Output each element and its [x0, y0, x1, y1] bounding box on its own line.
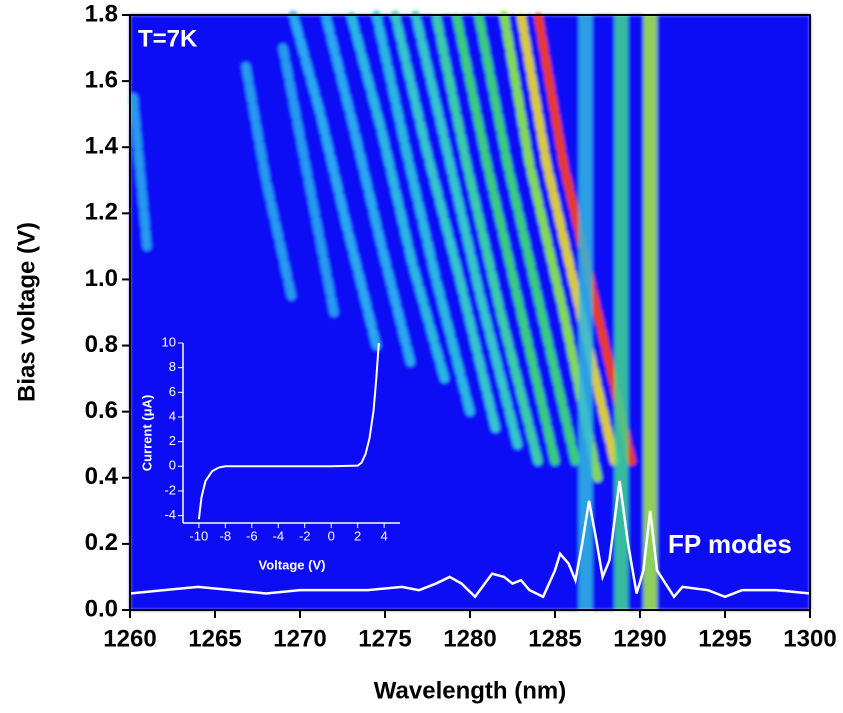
y-axis-title: Bias voltage (V): [13, 222, 40, 402]
y-tick-label: 1.8: [85, 0, 118, 27]
emission-streak: [288, 10, 381, 351]
y-tick-label: 0.0: [85, 595, 118, 622]
x-axis-title: Wavelength (nm): [374, 677, 566, 704]
y-tick-label: 1.0: [85, 265, 118, 292]
inset-x-tick-label: 2: [354, 528, 361, 543]
x-tick-label: 1295: [698, 625, 751, 652]
temperature-label: T=7K: [138, 25, 198, 52]
emission-streak: [390, 10, 500, 433]
inset-x-tick-label: -6: [246, 528, 258, 543]
inset-x-tick-label: -4: [272, 528, 284, 543]
emission-streak: [241, 60, 296, 301]
x-tick-label: 1265: [188, 625, 241, 652]
emission-streak: [411, 10, 523, 450]
emission-streak: [516, 10, 619, 466]
inset-x-title: Voltage (V): [259, 557, 326, 572]
inset-y-tick-label: 8: [169, 359, 176, 374]
inset-y-tick-label: 6: [169, 384, 176, 399]
inset-x-tick-label: -10: [189, 528, 208, 543]
inset-y-tick-label: -2: [164, 482, 176, 497]
x-tick-label: 1290: [613, 625, 666, 652]
emission-streak: [372, 10, 475, 417]
fp-modes-label: FP modes: [668, 529, 792, 559]
inset-x-tick-label: 4: [381, 528, 388, 543]
x-tick-label: 1280: [443, 625, 496, 652]
inset-y-tick-label: 2: [169, 433, 176, 448]
inset-y-tick-label: 0: [169, 458, 176, 473]
cavity-mode-band: [578, 15, 593, 610]
emission-streak: [346, 10, 449, 384]
y-tick-label: 0.4: [85, 463, 119, 490]
y-tick-label: 0.8: [85, 331, 118, 358]
y-tick-label: 1.6: [85, 66, 118, 93]
inset-x-tick-label: -8: [220, 528, 232, 543]
inset-y-tick-label: -4: [164, 507, 176, 522]
cavity-mode-band: [614, 15, 629, 610]
inset-x-tick-label: -2: [299, 528, 311, 543]
iv-curve: [197, 342, 380, 520]
emission-streak: [321, 10, 415, 367]
inset-x-tick-label: 0: [328, 528, 335, 543]
y-tick-label: 0.6: [85, 397, 118, 424]
y-tick-label: 0.2: [85, 529, 118, 556]
emission-streak: [431, 10, 543, 466]
fp-spectrum: [129, 480, 811, 599]
x-tick-label: 1285: [528, 625, 581, 652]
x-tick-label: 1300: [783, 625, 836, 652]
x-tick-label: 1270: [273, 625, 326, 652]
emission-streak: [278, 43, 339, 317]
emission-streak: [474, 10, 580, 466]
inset-y-tick-label: 4: [169, 408, 176, 423]
x-tick-label: 1275: [358, 625, 411, 652]
emission-streak: [128, 93, 152, 251]
inset-y-title: Current (μA): [139, 395, 154, 472]
emission-streak: [451, 10, 560, 466]
y-tick-label: 1.4: [85, 133, 119, 160]
y-tick-label: 1.2: [85, 199, 118, 226]
x-tick-label: 1260: [103, 625, 156, 652]
inset-y-tick-label: 10: [162, 334, 176, 349]
cavity-mode-band: [643, 15, 658, 610]
